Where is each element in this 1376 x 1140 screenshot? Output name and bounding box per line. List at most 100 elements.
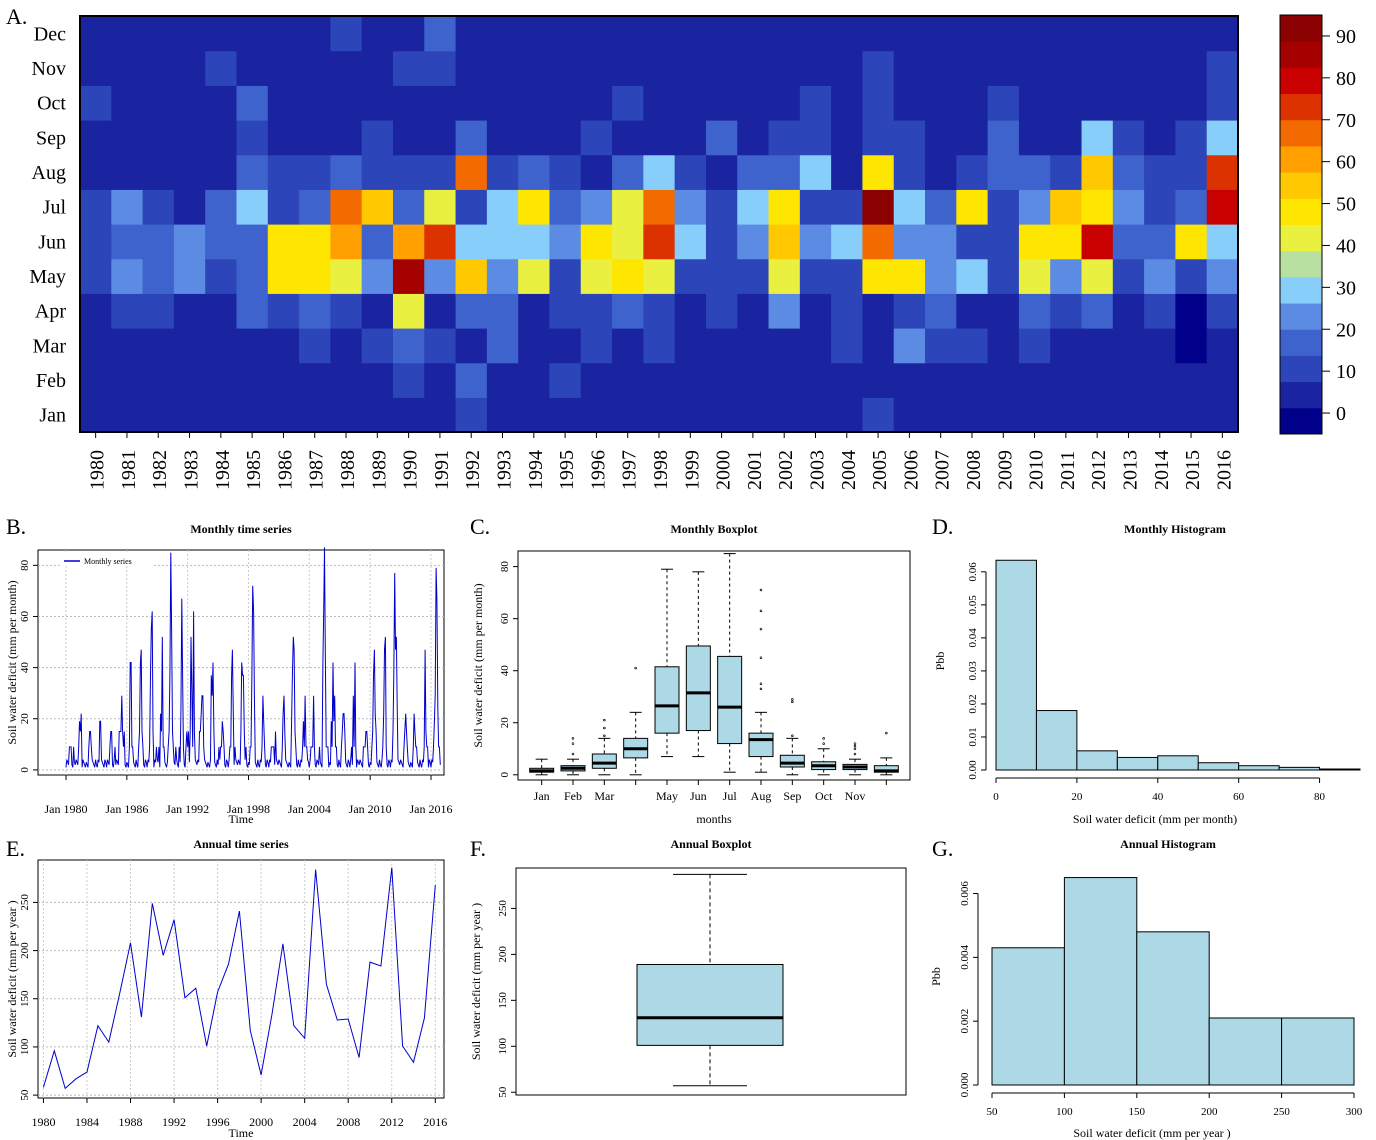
heatmap-cell	[1050, 397, 1083, 433]
heatmap-cell	[612, 328, 644, 364]
x-tick-label: Mar	[594, 789, 614, 803]
heatmap-cell	[1018, 154, 1051, 190]
x-tick-label: 40	[1152, 791, 1164, 803]
x-tick-label: Jan 1986	[105, 802, 148, 816]
y-tick-label: 0.000	[959, 1072, 971, 1097]
heatmap-cell	[267, 224, 300, 260]
y-axis-label: Soil water deficit (mm per month)	[5, 580, 19, 744]
heatmap-cell	[674, 189, 707, 225]
heatmap-cell	[768, 50, 801, 86]
heatmap-cell	[674, 154, 707, 190]
heatmap-cell	[205, 362, 238, 398]
heatmap-year-label: 1997	[619, 450, 641, 490]
y-tick-label: 150	[19, 990, 31, 1007]
heatmap-cell	[799, 328, 832, 364]
y-tick-label: 0.01	[967, 727, 979, 746]
heatmap-year-label: 2008	[963, 450, 985, 490]
heatmap-cell	[612, 362, 644, 398]
heatmap-cell	[330, 328, 363, 364]
colorbar-segment	[1280, 172, 1322, 199]
colorbar-tick-label: 40	[1336, 235, 1356, 257]
heatmap-cell	[142, 328, 175, 364]
heatmap-cell	[612, 154, 644, 190]
heatmap-cell	[643, 293, 676, 329]
heatmap-cell	[205, 328, 238, 364]
y-tick-label: 250	[19, 894, 31, 911]
chart-title: Monthly Boxplot	[670, 522, 757, 536]
outlier-point	[853, 747, 857, 751]
x-tick-label: Sep	[783, 789, 801, 803]
x-tick-label: 2000	[249, 1115, 273, 1129]
colorbar-tick-label: 70	[1336, 110, 1356, 132]
heatmap-month-label: Apr	[35, 301, 66, 323]
heatmap-year-label: 1994	[525, 450, 547, 490]
colorbar-segment	[1280, 250, 1322, 278]
heatmap-cell	[643, 224, 676, 260]
heatmap-cell	[1112, 85, 1145, 121]
heatmap-cell	[956, 120, 989, 156]
x-axis-label: Time	[229, 812, 254, 826]
heatmap-cell	[831, 189, 864, 225]
heatmap-cell	[299, 154, 331, 190]
heatmap-cell	[893, 50, 926, 86]
y-tick-label: 100	[19, 1038, 31, 1055]
y-tick-label: 0.006	[959, 881, 971, 906]
heatmap-cell	[486, 189, 519, 225]
heatmap-cell	[893, 328, 926, 364]
histogram-bar	[1208, 1017, 1283, 1086]
heatmap-cell	[267, 85, 300, 121]
x-tick-label: Jun	[690, 789, 707, 803]
histogram-bar	[1197, 762, 1240, 771]
heatmap-cell	[267, 293, 300, 329]
heatmap-cell	[1112, 397, 1145, 433]
heatmap-year-label: 1986	[274, 450, 296, 490]
outlier-point	[571, 742, 575, 745]
outlier-point	[791, 700, 794, 704]
x-tick-label: Jul	[723, 789, 738, 803]
heatmap-year-label: 2000	[713, 450, 735, 490]
heatmap-cell	[299, 189, 331, 225]
heatmap-cell	[643, 120, 676, 156]
heatmap-cell	[518, 224, 551, 260]
heatmap-cell	[236, 50, 269, 86]
colorbar-segment	[1280, 15, 1322, 42]
heatmap-cell	[987, 293, 1020, 329]
heatmap-cell	[361, 85, 394, 121]
heatmap-cell	[705, 258, 738, 294]
heatmap-cell	[862, 328, 895, 364]
heatmap-cell	[580, 120, 613, 156]
heatmap-cell	[831, 293, 864, 329]
heatmap-cell	[424, 258, 457, 294]
heatmap-cell	[205, 16, 238, 52]
heatmap-cell	[205, 85, 238, 121]
heatmap-cell	[1081, 189, 1114, 225]
heatmap-year-label: 1982	[149, 450, 171, 490]
heatmap-year-label: 1991	[431, 450, 453, 490]
heatmap-cell	[142, 85, 175, 121]
heatmap-cell	[1144, 154, 1177, 190]
heatmap-cell	[80, 189, 112, 225]
heatmap-cell	[956, 224, 989, 260]
heatmap-cell	[80, 50, 112, 86]
heatmap-cell	[205, 50, 238, 86]
heatmap-cell	[549, 189, 582, 225]
heatmap-cell	[1112, 258, 1145, 294]
y-axis-label: Soil water deficit (mm per year )	[5, 900, 19, 1057]
heatmap-cell	[392, 224, 425, 260]
heatmap-cell	[1018, 85, 1051, 121]
heatmap-cell	[1175, 397, 1208, 433]
heatmap-cell	[643, 50, 676, 86]
heatmap-cell	[392, 154, 425, 190]
heatmap-cell	[862, 85, 895, 121]
heatmap-cell	[1050, 328, 1083, 364]
heatmap-cell	[1206, 328, 1239, 364]
heatmap-cell	[455, 50, 488, 86]
heatmap-cell	[392, 397, 425, 433]
heatmap-year-label: 1988	[337, 450, 359, 490]
heatmap-cell	[236, 120, 269, 156]
heatmap-cell	[737, 154, 770, 190]
heatmap-cell	[455, 154, 488, 190]
heatmap-cell	[799, 154, 832, 190]
heatmap-year-label: 2014	[1151, 450, 1173, 490]
